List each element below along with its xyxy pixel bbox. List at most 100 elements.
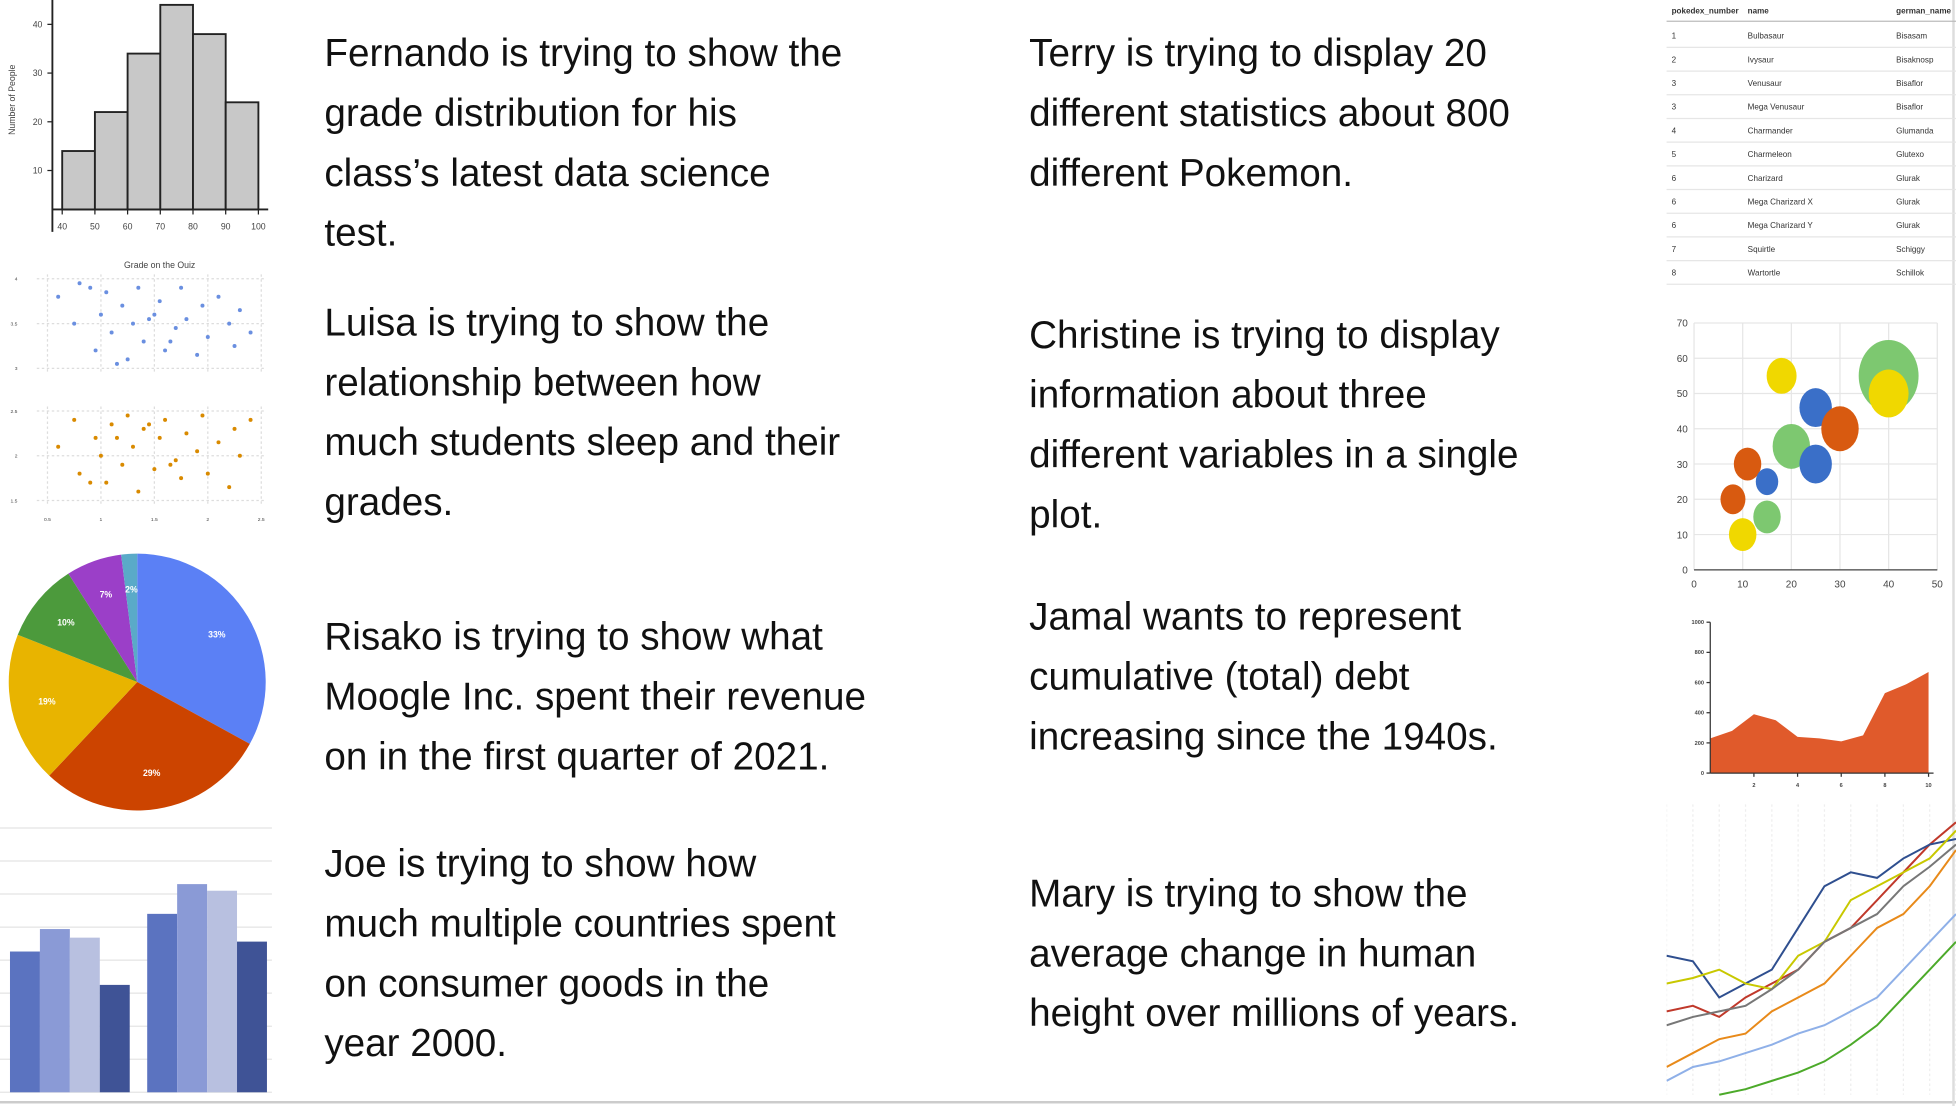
scatter-point bbox=[184, 431, 189, 436]
column-header: name bbox=[1748, 7, 1770, 16]
x-tick-label: 80 bbox=[188, 221, 198, 231]
y-tick-label: 4 bbox=[15, 277, 18, 283]
table-cell: 7 bbox=[1672, 245, 1677, 254]
text-line: plot. bbox=[1029, 493, 1102, 536]
scatter-point bbox=[104, 290, 109, 295]
scatter-point bbox=[147, 422, 152, 427]
scatter-point bbox=[125, 413, 130, 418]
column-header: pokedex_number bbox=[1672, 7, 1740, 16]
scatter-point bbox=[200, 413, 205, 418]
y-tick-label: 40 bbox=[33, 19, 43, 29]
scatter-point bbox=[114, 435, 119, 440]
table-cell: Schiggy bbox=[1896, 245, 1926, 254]
data-label: 29% bbox=[143, 768, 161, 778]
y-tick-label: 2 bbox=[15, 454, 18, 460]
text-line: information about three bbox=[1029, 374, 1427, 417]
y-tick-label: 20 bbox=[1677, 495, 1689, 506]
bubble bbox=[1799, 388, 1832, 428]
bar bbox=[147, 913, 178, 1093]
y-tick-label: 10 bbox=[33, 166, 43, 176]
y-tick-label: 50 bbox=[1677, 389, 1689, 400]
y-tick-label: 3.5 bbox=[11, 321, 18, 327]
scatter-point bbox=[173, 458, 178, 463]
bar bbox=[177, 884, 208, 1093]
paragraph: Terry is trying to display 20 different s… bbox=[1029, 32, 1510, 195]
y-tick-label: 0 bbox=[1701, 771, 1704, 777]
scatter-point bbox=[216, 294, 221, 299]
table-cell: Bisaflor bbox=[1896, 79, 1923, 88]
y-tick-label: 30 bbox=[33, 68, 43, 78]
table-cell: 2 bbox=[1672, 55, 1677, 64]
text-line: relationship between how bbox=[324, 361, 761, 404]
thumbnail bbox=[0, 827, 272, 1093]
y-tick-label: 20 bbox=[33, 117, 43, 127]
scatter-point bbox=[120, 462, 125, 467]
text-line: Mary is trying to show the bbox=[1029, 873, 1467, 916]
x-tick-label: 50 bbox=[1932, 579, 1944, 590]
scatter-point bbox=[147, 317, 152, 322]
table-cell: Mega Charizard Y bbox=[1748, 221, 1814, 230]
scatter-point bbox=[125, 357, 130, 362]
scatter-point bbox=[232, 426, 237, 431]
thumbnail: 33% 29% 19% 10% 7% 2% bbox=[8, 553, 266, 811]
thumbnail: 10 20 30 40 40 50 60 70 80 90 100 Number of People G… bbox=[7, 0, 269, 270]
table-cell: Squirtle bbox=[1748, 245, 1776, 254]
bar bbox=[9, 951, 40, 1093]
line-series bbox=[1719, 941, 1956, 1096]
scatter-point bbox=[237, 453, 242, 458]
table-cell: 6 bbox=[1672, 197, 1677, 206]
x-tick-label: 30 bbox=[1834, 579, 1846, 590]
text-line: class’s latest data science bbox=[324, 152, 770, 195]
data-label: 2% bbox=[125, 584, 138, 594]
text-line: Risako is trying to show what bbox=[324, 616, 823, 659]
table-cell: Glurak bbox=[1896, 174, 1921, 183]
pie-slice bbox=[68, 554, 138, 683]
text-line: cumulative (total) debt bbox=[1029, 656, 1410, 699]
scatter-point bbox=[72, 321, 77, 326]
bubble bbox=[1821, 406, 1859, 452]
paragraph: Joe is trying to show how much multiple c… bbox=[324, 843, 836, 1066]
x-tick-label: 90 bbox=[221, 221, 231, 231]
table-cell: Venusaur bbox=[1748, 79, 1783, 88]
thumbnail: 0 10 20 30 40 50 0 10 20 30 40 50 60 70 bbox=[1677, 319, 1944, 591]
text-line: grades. bbox=[324, 481, 453, 524]
x-axis-label: Grade on the Quiz bbox=[124, 260, 195, 270]
scatter-point bbox=[104, 480, 109, 485]
line-series bbox=[1666, 829, 1956, 991]
scatter-point bbox=[205, 335, 210, 339]
scatter-point bbox=[152, 312, 157, 317]
scatter-point bbox=[205, 471, 210, 476]
text-line: test. bbox=[324, 212, 397, 255]
y-axis-label: Number of People bbox=[7, 64, 17, 134]
paragraph: Luisa is trying to show the relationship … bbox=[324, 301, 840, 524]
x-tick-label: 40 bbox=[57, 221, 67, 231]
x-tick-label: 6 bbox=[1840, 783, 1843, 789]
paragraph: Jamal wants to represent cumulative (tota… bbox=[1029, 596, 1498, 759]
scatter-point bbox=[109, 422, 114, 427]
x-tick-label: 2 bbox=[206, 517, 209, 523]
table-cell: Wartortle bbox=[1748, 269, 1781, 278]
scatter-point bbox=[168, 462, 173, 467]
scatter-point bbox=[200, 303, 205, 308]
data-label: 7% bbox=[100, 590, 113, 600]
text-line: Christine is trying to display bbox=[1029, 314, 1500, 357]
thumbnail: 0 200 400 600 800 1000 2 4 6 8 10 bbox=[1692, 620, 1934, 789]
histogram-bar bbox=[61, 150, 96, 211]
scatter-point bbox=[141, 339, 146, 344]
bar bbox=[99, 984, 130, 1093]
x-tick-label: 2 bbox=[1752, 783, 1755, 789]
histogram-bar bbox=[224, 101, 260, 211]
text-line: on in the first quarter of 2021. bbox=[324, 735, 829, 778]
scatter-point bbox=[136, 489, 141, 494]
table-cell: Bisaknosp bbox=[1896, 55, 1934, 64]
table-cell: 6 bbox=[1672, 174, 1677, 183]
scatter-point bbox=[168, 339, 173, 344]
table-cell: Bisaflor bbox=[1896, 103, 1923, 112]
y-tick-label: 600 bbox=[1695, 680, 1704, 686]
text-line: on consumer goods in the bbox=[324, 962, 769, 1005]
text-line: grade distribution for his bbox=[324, 92, 737, 135]
bubble bbox=[1753, 500, 1781, 534]
